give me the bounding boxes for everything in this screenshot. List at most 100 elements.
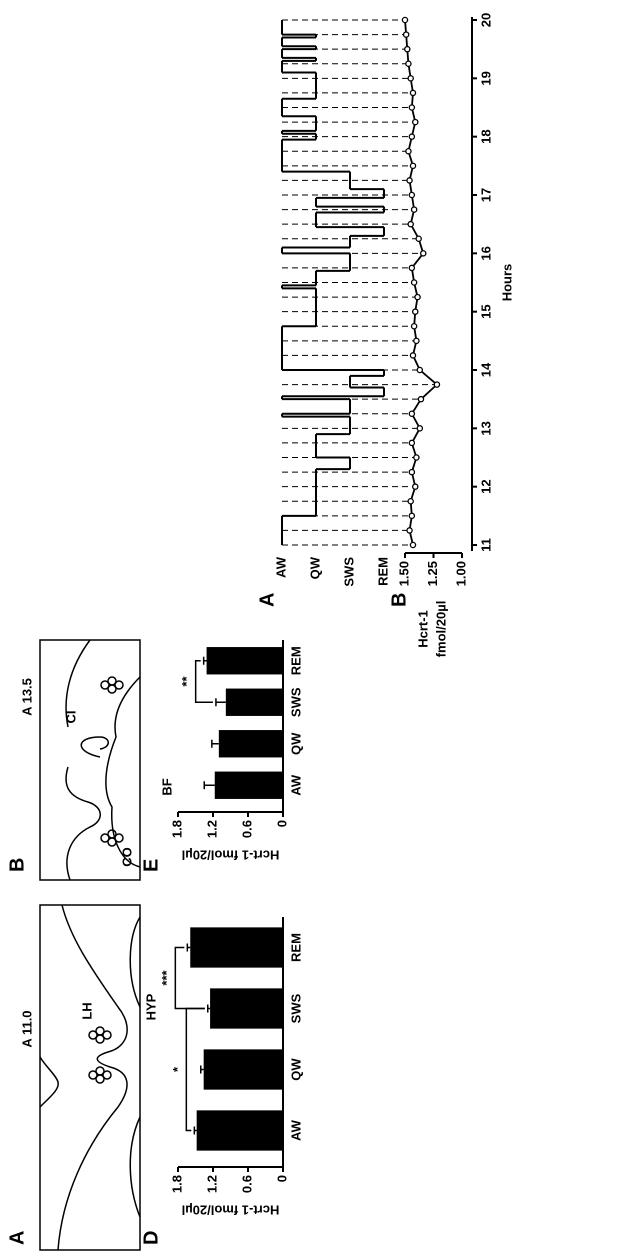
region-label: CI — [63, 711, 78, 724]
section-contour — [58, 905, 127, 1250]
data-point — [412, 324, 417, 329]
x-tick-label: 18 — [478, 129, 493, 143]
data-point — [413, 484, 418, 489]
data-line — [405, 20, 437, 545]
data-point — [410, 353, 415, 358]
y-tick-label: 1.8 — [169, 820, 184, 838]
significance-label: *** — [159, 969, 174, 985]
x-tick-label: SWS — [288, 687, 303, 717]
significance-label: * — [170, 1066, 185, 1072]
data-point — [407, 178, 412, 183]
data-point — [434, 382, 439, 387]
panel-title: A 11.0 — [19, 1010, 34, 1047]
y-tick-label: 1.2 — [204, 820, 219, 838]
bar — [204, 1049, 283, 1089]
figure: AA 11.0LHBA 13.5CICODHYPHcrt-1 fmol/20µl… — [0, 0, 635, 1257]
section-frame — [40, 640, 140, 880]
data-point — [410, 542, 415, 547]
data-point — [413, 119, 418, 124]
x-tick-label: 17 — [478, 188, 493, 202]
x-tick-label: 15 — [478, 304, 493, 318]
panel-letter: B — [6, 858, 28, 872]
data-point — [417, 426, 422, 431]
x-tick-label: 20 — [478, 13, 493, 27]
data-point — [409, 411, 414, 416]
data-point — [408, 499, 413, 504]
data-point — [402, 17, 407, 22]
panel-letter: E — [140, 859, 162, 872]
panel-letter: D — [140, 1231, 162, 1245]
brain-section-a — [40, 905, 140, 1250]
data-point — [413, 309, 418, 314]
x-tick-label: SWS — [288, 993, 303, 1023]
data-point — [416, 236, 421, 241]
y-axis-label: fmol/20µl — [433, 601, 448, 658]
data-point — [417, 367, 422, 372]
x-tick-label: QW — [288, 732, 303, 755]
state-label: QW — [307, 556, 322, 579]
bar — [207, 647, 283, 674]
y-tick-label: 0.6 — [239, 1175, 254, 1193]
y-tick-label: 1.25 — [425, 561, 440, 586]
x-tick-label: 13 — [478, 421, 493, 435]
y-tick-label: 0 — [274, 1175, 289, 1182]
y-axis-label: Hcrt-1 fmol/20µl — [182, 848, 280, 863]
data-point — [421, 251, 426, 256]
x-tick-label: AW — [288, 774, 303, 796]
data-point — [406, 149, 411, 154]
bar — [197, 1110, 283, 1150]
data-point — [409, 192, 414, 197]
y-tick-label: 1.50 — [396, 561, 411, 586]
x-axis-label: Hours — [499, 264, 514, 302]
x-tick-label: 14 — [478, 362, 493, 377]
region-label: LH — [79, 1002, 94, 1019]
x-tick-label: REM — [288, 933, 303, 962]
x-tick-label: AW — [288, 1119, 303, 1141]
bar — [215, 772, 283, 799]
data-point — [409, 134, 414, 139]
x-tick-label: 12 — [478, 479, 493, 493]
panel-letter: A — [256, 593, 278, 607]
panel-letter: A — [6, 1231, 28, 1245]
data-point — [408, 76, 413, 81]
section-contour — [130, 917, 140, 1217]
data-point — [409, 440, 414, 445]
bar — [219, 730, 283, 757]
data-point — [414, 455, 419, 460]
section-contour — [66, 640, 108, 880]
y-axis-label: Hcrt-1 fmol/20µl — [182, 1203, 280, 1218]
data-point — [409, 105, 414, 110]
x-tick-label: REM — [288, 646, 303, 675]
data-point — [409, 265, 414, 270]
chart-title: BF — [159, 778, 174, 795]
state-label: REM — [375, 557, 390, 586]
x-tick-label: QW — [288, 1058, 303, 1081]
data-point — [409, 469, 414, 474]
data-point — [405, 47, 410, 52]
data-point — [414, 338, 419, 343]
data-point — [410, 90, 415, 95]
chart-title: HYP — [143, 993, 158, 1020]
x-tick-label: 16 — [478, 246, 493, 260]
x-tick-label: 19 — [478, 71, 493, 85]
y-axis-label: Hcrt-1 — [415, 610, 430, 648]
data-point — [412, 207, 417, 212]
data-point — [418, 397, 423, 402]
y-tick-label: 1.8 — [169, 1175, 184, 1193]
y-tick-label: 1.2 — [204, 1175, 219, 1193]
bar — [210, 988, 283, 1028]
data-point — [406, 61, 411, 66]
y-tick-label: 1.00 — [453, 561, 468, 586]
panel-title: A 13.5 — [19, 678, 34, 716]
panel-letter: B — [388, 593, 410, 607]
data-point — [415, 294, 420, 299]
state-label: SWS — [341, 557, 356, 587]
data-point — [404, 32, 409, 37]
y-tick-label: 0.6 — [239, 820, 254, 838]
bar — [190, 927, 283, 967]
brain-section-b — [40, 640, 140, 880]
section-contour — [40, 1057, 58, 1107]
data-point — [408, 222, 413, 227]
data-point — [410, 163, 415, 168]
